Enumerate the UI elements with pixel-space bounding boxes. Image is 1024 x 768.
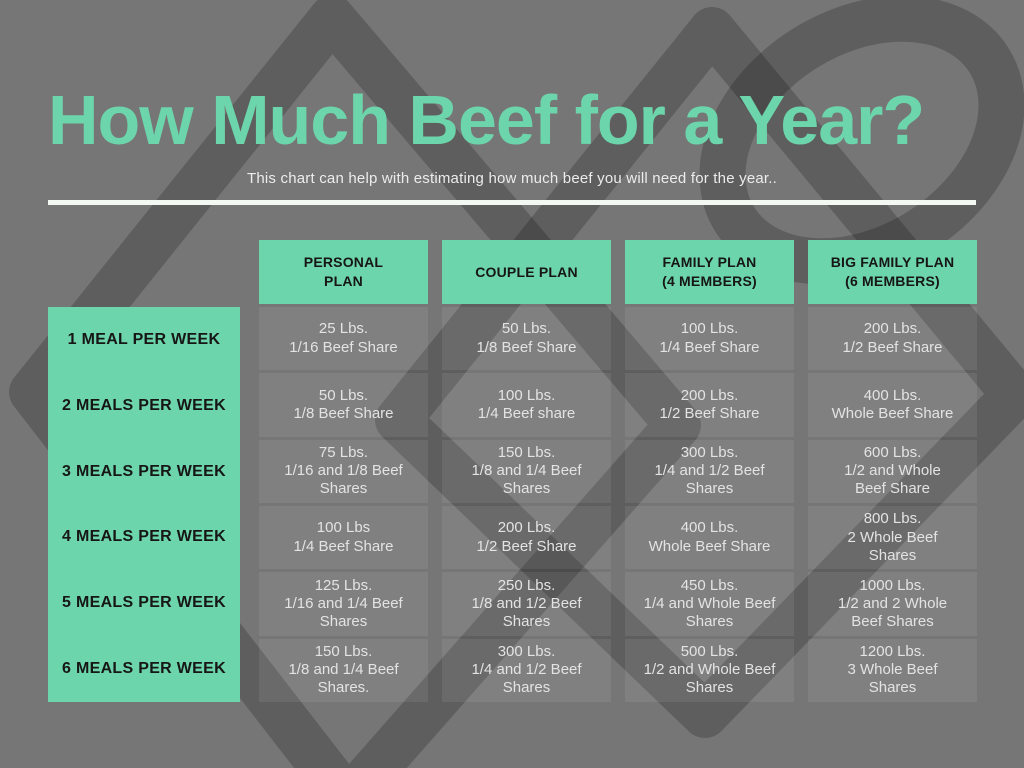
table-cell: 100 Lbs. 1/4 Beef Share bbox=[625, 307, 794, 371]
table-cell: 125 Lbs. 1/16 and 1/4 Beef Shares bbox=[259, 572, 428, 636]
table-cell: 150 Lbs. 1/8 and 1/4 Beef Shares. bbox=[259, 638, 428, 702]
column-header-line1: COUPLE PLAN bbox=[475, 263, 578, 280]
table-cell-text: 50 Lbs. 1/8 Beef Share bbox=[476, 320, 577, 356]
table-cell: 50 Lbs. 1/8 Beef Share bbox=[442, 307, 611, 371]
table-cell-text: 1200 Lbs. 3 Whole Beef Shares bbox=[847, 642, 938, 697]
table-cell: 150 Lbs. 1/8 and 1/4 Beef Shares bbox=[442, 439, 611, 503]
table-cell: 400 Lbs. Whole Beef Share bbox=[808, 373, 977, 437]
table-cell-text: 150 Lbs. 1/8 and 1/4 Beef Shares bbox=[471, 443, 582, 498]
page-title: How Much Beef for a Year? bbox=[48, 81, 925, 159]
table-cell: 600 Lbs. 1/2 and Whole Beef Share bbox=[808, 439, 977, 503]
table-cell-text: 450 Lbs. 1/4 and Whole Beef Shares bbox=[643, 576, 776, 631]
table-cell-text: 125 Lbs. 1/16 and 1/4 Beef Shares bbox=[284, 576, 403, 631]
table-cell: 400 Lbs. Whole Beef Share bbox=[625, 505, 794, 570]
table-cell: 800 Lbs. 2 Whole Beef Shares bbox=[808, 505, 977, 570]
table-cell-text: 100 Lbs. 1/4 Beef share bbox=[477, 386, 576, 422]
row-header-5-meals: 5 MEALS PER WEEK bbox=[62, 594, 226, 612]
table-cell-text: 25 Lbs. 1/16 Beef Share bbox=[289, 320, 398, 356]
table-cell: 200 Lbs. 1/2 Beef Share bbox=[625, 373, 794, 437]
column-header-personal-plan: PERSONAL PLAN bbox=[259, 240, 428, 304]
table-cell: 500 Lbs. 1/2 and Whole Beef Shares bbox=[625, 638, 794, 702]
table-cell-text: 50 Lbs. 1/8 Beef Share bbox=[293, 386, 394, 422]
page-subtitle: This chart can help with estimating how … bbox=[246, 170, 778, 187]
table-cell: 1200 Lbs. 3 Whole Beef Shares bbox=[808, 638, 977, 702]
row-header-4-meals: 4 MEALS PER WEEK bbox=[62, 528, 226, 546]
table-cell-text: 500 Lbs. 1/2 and Whole Beef Shares bbox=[643, 642, 776, 697]
table-cell-text: 75 Lbs. 1/16 and 1/8 Beef Shares bbox=[284, 443, 403, 498]
table-cell: 1000 Lbs. 1/2 and 2 Whole Beef Shares bbox=[808, 572, 977, 636]
column-header-line2: PLAN bbox=[324, 273, 363, 289]
beef-table: 25 Lbs. 1/16 Beef Share 50 Lbs. 1/8 Beef… bbox=[259, 307, 977, 702]
row-header-panel: 1 MEAL PER WEEK 2 MEALS PER WEEK 3 MEALS… bbox=[48, 307, 240, 702]
table-cell-text: 1000 Lbs. 1/2 and 2 Whole Beef Shares bbox=[837, 576, 948, 631]
table-cell-text: 800 Lbs. 2 Whole Beef Shares bbox=[847, 510, 938, 564]
table-cell-text: 250 Lbs. 1/8 and 1/2 Beef Shares bbox=[471, 576, 582, 631]
row-header-6-meals: 6 MEALS PER WEEK bbox=[62, 660, 226, 678]
table-cell: 25 Lbs. 1/16 Beef Share bbox=[259, 307, 428, 371]
table-cell-text: 600 Lbs. 1/2 and Whole Beef Share bbox=[844, 443, 941, 498]
column-header-big-family-plan: BIG FAMILY PLAN (6 MEMBERS) bbox=[808, 240, 977, 304]
table-cell: 100 Lbs. 1/4 Beef share bbox=[442, 373, 611, 437]
column-header-couple-plan: COUPLE PLAN bbox=[442, 240, 611, 304]
table-cell-text: 400 Lbs. Whole Beef Share bbox=[648, 519, 771, 555]
table-cell: 100 Lbs 1/4 Beef Share bbox=[259, 505, 428, 570]
column-header-line1: BIG FAMILY PLAN bbox=[830, 254, 955, 271]
table-cell-text: 400 Lbs. Whole Beef Share bbox=[831, 386, 954, 422]
table-cell-text: 200 Lbs. 1/2 Beef Share bbox=[659, 386, 760, 422]
column-header-line2: (4 MEMBERS) bbox=[662, 273, 757, 289]
row-header-2-meals: 2 MEALS PER WEEK bbox=[62, 396, 226, 414]
table-cell: 200 Lbs. 1/2 Beef Share bbox=[442, 505, 611, 570]
table-cell-text: 300 Lbs. 1/4 and 1/2 Beef Shares bbox=[471, 642, 582, 697]
table-cell-text: 200 Lbs. 1/2 Beef Share bbox=[476, 519, 577, 555]
table-cell: 200 Lbs. 1/2 Beef Share bbox=[808, 307, 977, 371]
table-cell-text: 200 Lbs. 1/2 Beef Share bbox=[842, 320, 943, 356]
column-header-line1: PERSONAL bbox=[303, 254, 384, 271]
divider-line bbox=[48, 200, 976, 205]
table-cell: 300 Lbs. 1/4 and 1/2 Beef Shares bbox=[625, 439, 794, 503]
column-header-line2: (6 MEMBERS) bbox=[845, 273, 940, 289]
table-cell-text: 300 Lbs. 1/4 and 1/2 Beef Shares bbox=[654, 443, 765, 498]
table-cell: 450 Lbs. 1/4 and Whole Beef Shares bbox=[625, 572, 794, 636]
table-cell-text: 150 Lbs. 1/8 and 1/4 Beef Shares. bbox=[288, 642, 399, 697]
table-cell: 75 Lbs. 1/16 and 1/8 Beef Shares bbox=[259, 439, 428, 503]
column-header-line1: FAMILY PLAN bbox=[662, 254, 757, 271]
row-header-3-meals: 3 MEALS PER WEEK bbox=[62, 462, 226, 480]
table-cell-text: 100 Lbs. 1/4 Beef Share bbox=[659, 320, 760, 356]
table-cell: 50 Lbs. 1/8 Beef Share bbox=[259, 373, 428, 437]
table-cell: 300 Lbs. 1/4 and 1/2 Beef Shares bbox=[442, 638, 611, 702]
table-cell-text: 100 Lbs 1/4 Beef Share bbox=[293, 519, 394, 555]
table-cell: 250 Lbs. 1/8 and 1/2 Beef Shares bbox=[442, 572, 611, 636]
row-header-1-meal: 1 MEAL PER WEEK bbox=[67, 330, 221, 348]
column-header-family-plan: FAMILY PLAN (4 MEMBERS) bbox=[625, 240, 794, 304]
